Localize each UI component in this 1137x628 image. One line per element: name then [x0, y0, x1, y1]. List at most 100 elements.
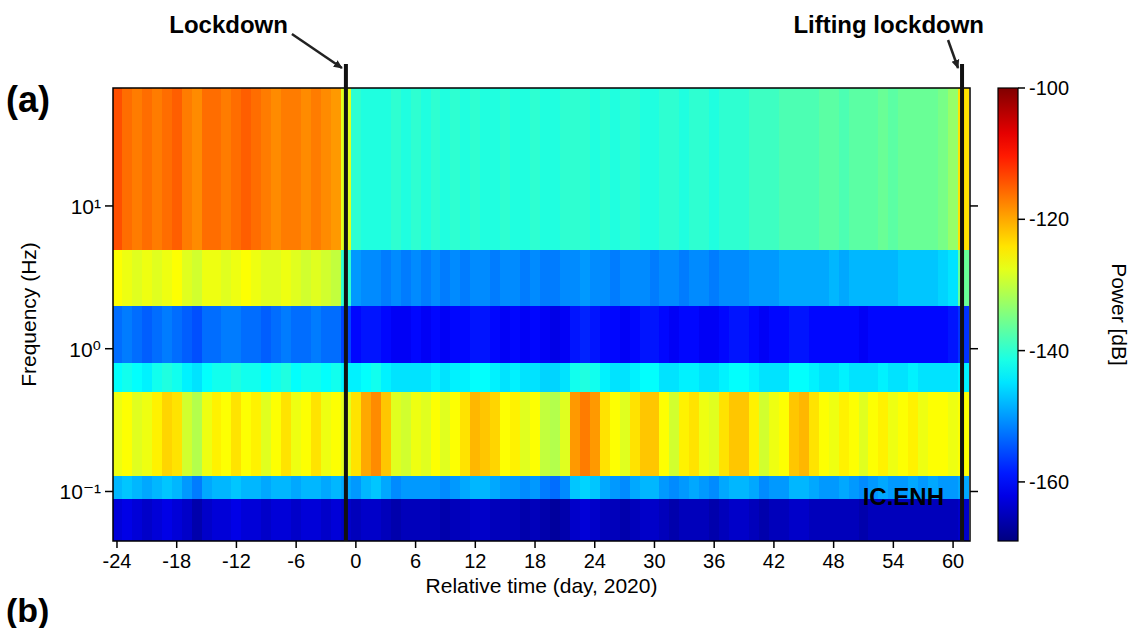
x-tick-label: -6 [287, 550, 305, 572]
cell [859, 306, 870, 363]
cell [759, 392, 770, 476]
cell [839, 392, 850, 476]
cell [888, 363, 899, 393]
cell [849, 88, 860, 250]
cell [550, 392, 561, 476]
cell [321, 88, 332, 250]
cell [490, 249, 501, 306]
cell [261, 498, 272, 541]
cell [202, 249, 213, 306]
cell [162, 392, 173, 476]
cell [510, 392, 521, 476]
cell [620, 363, 631, 393]
cell [421, 306, 432, 363]
cell [510, 498, 521, 541]
cell [371, 306, 382, 363]
cell [391, 392, 402, 476]
cell [868, 363, 879, 393]
cell [849, 392, 860, 476]
cell [421, 249, 432, 306]
cell [162, 306, 173, 363]
cell [789, 498, 800, 541]
cell [331, 475, 342, 498]
cell [431, 363, 442, 393]
cell [490, 498, 501, 541]
cell [749, 475, 760, 498]
cell [241, 249, 252, 306]
cell [759, 306, 770, 363]
cell [590, 392, 601, 476]
cell [550, 363, 561, 393]
cell [470, 498, 481, 541]
cell [301, 363, 312, 393]
cell [172, 306, 183, 363]
cell [490, 88, 501, 250]
cell [948, 363, 959, 393]
cell [261, 249, 272, 306]
cell [779, 249, 790, 306]
x-tick-label: -12 [222, 550, 251, 572]
cell [192, 475, 203, 498]
cell [789, 306, 800, 363]
cell [480, 249, 491, 306]
cell [450, 249, 461, 306]
cell [789, 392, 800, 476]
cell [152, 249, 163, 306]
figure: -24-18-12-60612182430364248546010⁻¹10⁰10… [0, 0, 1137, 628]
cell [271, 88, 282, 250]
cell [868, 306, 879, 363]
cell [520, 363, 531, 393]
cell [918, 392, 929, 476]
cell [630, 498, 641, 541]
cell [679, 498, 690, 541]
cell [729, 392, 740, 476]
cell [431, 249, 442, 306]
cell [829, 475, 840, 498]
x-tick-label: 60 [942, 550, 964, 572]
cell [351, 88, 362, 250]
cell [669, 498, 680, 541]
cell [560, 306, 571, 363]
cell [361, 363, 372, 393]
x-axis-title: Relative time (day, 2020) [426, 574, 658, 597]
cell [361, 498, 372, 541]
cell [898, 363, 909, 393]
cell [113, 306, 123, 363]
cell [182, 249, 193, 306]
cell [202, 363, 213, 393]
cell [401, 88, 412, 250]
cell [261, 88, 272, 250]
cell [301, 475, 312, 498]
cell [450, 363, 461, 393]
cell [570, 88, 581, 250]
cell [769, 306, 780, 363]
cell [799, 249, 810, 306]
cell [182, 363, 193, 393]
x-tick [475, 541, 477, 548]
cell [450, 475, 461, 498]
cell [769, 249, 780, 306]
cell [659, 306, 670, 363]
cell [908, 88, 919, 250]
cell [480, 498, 491, 541]
cell [411, 392, 422, 476]
cell [739, 363, 750, 393]
cell [450, 88, 461, 250]
cell [610, 88, 621, 250]
cell [809, 88, 820, 250]
x-tick-label: 30 [643, 550, 665, 572]
cell [640, 88, 651, 250]
cell [779, 306, 790, 363]
cell [113, 88, 123, 250]
cell [819, 363, 830, 393]
cell [729, 88, 740, 250]
cell [500, 498, 511, 541]
cell [162, 249, 173, 306]
cell [192, 249, 203, 306]
cell [759, 498, 770, 541]
cell [868, 88, 879, 250]
cell [898, 88, 909, 250]
cell [550, 306, 561, 363]
cell [640, 498, 651, 541]
cell [669, 88, 680, 250]
